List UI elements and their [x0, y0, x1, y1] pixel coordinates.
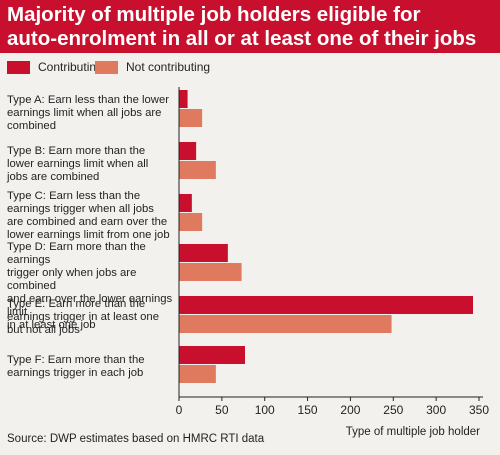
- chart-title: Majority of multiple job holders eligibl…: [7, 3, 477, 50]
- legend-swatch-not-contributing: [95, 60, 118, 74]
- bar-not-contributing: [179, 161, 216, 179]
- bar-not-contributing: [179, 365, 216, 383]
- category-label: Type C: Earn less than the earnings trig…: [7, 190, 170, 241]
- category-label: Type E: Earn more than the earnings trig…: [7, 298, 159, 336]
- bar-not-contributing: [179, 213, 203, 231]
- bar-not-contributing: [179, 315, 392, 333]
- bar-contributing: [179, 194, 192, 212]
- x-axis-label: Type of multiple job holder: [345, 426, 480, 438]
- legend-item-not-contributing: Not contributing: [95, 60, 210, 74]
- x-tick-label: 0: [176, 403, 183, 417]
- bar-contributing: [179, 296, 473, 314]
- title-bar: Majority of multiple job holders eligibl…: [0, 0, 500, 53]
- legend-swatch-contributing: [7, 60, 30, 74]
- bar-not-contributing: [179, 263, 242, 281]
- bar-contributing: [179, 244, 228, 262]
- x-tick-label: 250: [383, 403, 403, 417]
- x-tick-label: 200: [340, 403, 360, 417]
- bar-contributing: [179, 346, 245, 364]
- x-tick-label: 350: [469, 403, 489, 417]
- source-note: Source: DWP estimates based on HMRC RTI …: [7, 433, 265, 445]
- x-tick-label: 150: [298, 403, 318, 417]
- x-tick-label: 300: [426, 403, 446, 417]
- category-label: Type D: Earn more than the earnings trig…: [7, 241, 173, 331]
- x-tick-label: 50: [215, 403, 229, 417]
- legend-label-not-contributing: Not contributing: [126, 60, 211, 74]
- bar-not-contributing: [179, 109, 203, 127]
- legend-label-contributing: Contributing: [38, 60, 103, 74]
- legend-item-contributing: Contributing: [7, 60, 103, 74]
- category-label: Type F: Earn more than the earnings trig…: [7, 354, 145, 379]
- category-label: Type A: Earn less than the lower earning…: [7, 94, 170, 132]
- category-label: Type B: Earn more than the lower earning…: [7, 145, 149, 183]
- bar-contributing: [179, 90, 188, 108]
- bar-contributing: [179, 142, 197, 160]
- x-tick-label: 100: [255, 403, 275, 417]
